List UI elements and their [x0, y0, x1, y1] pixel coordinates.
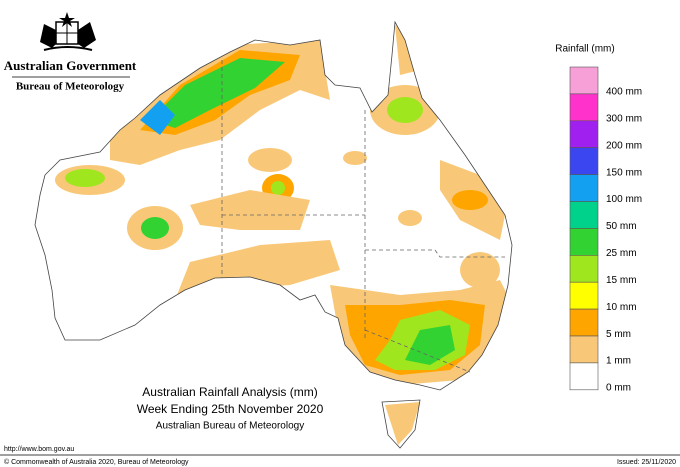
australia-map [34, 21, 513, 449]
legend-label: 25 mm [606, 248, 637, 259]
legend-label: 100 mm [606, 194, 642, 205]
legend-label: 200 mm [606, 140, 642, 151]
legend-swatch [569, 228, 599, 256]
legend-swatch [569, 120, 599, 149]
legend-swatch [569, 308, 599, 337]
legend-swatch [569, 201, 599, 229]
government-name: Australian Government [4, 58, 137, 73]
rainfall-areas [55, 25, 510, 445]
legend-swatch [569, 255, 599, 283]
agency-name: Bureau of Meteorology [16, 81, 125, 93]
legend-swatch [569, 93, 599, 122]
legend-swatch [569, 174, 599, 202]
legend-label: 150 mm [606, 167, 642, 178]
issued-date: Issued: 25/11/2020 [617, 459, 676, 466]
caption-week: Week Ending 25th November 2020 [137, 402, 324, 416]
legend-label: 15 mm [606, 275, 637, 286]
legend-label: 0 mm [606, 383, 631, 394]
legend-swatch [569, 362, 599, 391]
legend-label: 300 mm [606, 113, 642, 124]
legend-label: 10 mm [606, 302, 637, 313]
legend-label: 400 mm [606, 87, 642, 98]
legend-label: 1 mm [606, 356, 631, 367]
url: http://www.bom.gov.au [4, 446, 74, 453]
legend-swatch [569, 147, 599, 175]
legend-swatch [569, 281, 599, 310]
legend: 400 mm 300 mm 200 mm 150 mm 100 mm 50 mm 25 mm… [569, 66, 642, 394]
caption-source: Australian Bureau of Meteorology [156, 421, 304, 432]
coat-of-arms [40, 12, 96, 51]
legend-label: 50 mm [606, 221, 637, 232]
legend-swatch [569, 335, 599, 364]
legend-title: Rainfall (mm) [555, 44, 614, 55]
copyright: © Commonwealth of Australia 2020, Bureau… [4, 458, 189, 466]
caption-title: Australian Rainfall Analysis (mm) [142, 385, 317, 399]
legend-label: 5 mm [606, 329, 631, 340]
legend-swatch [569, 66, 599, 95]
